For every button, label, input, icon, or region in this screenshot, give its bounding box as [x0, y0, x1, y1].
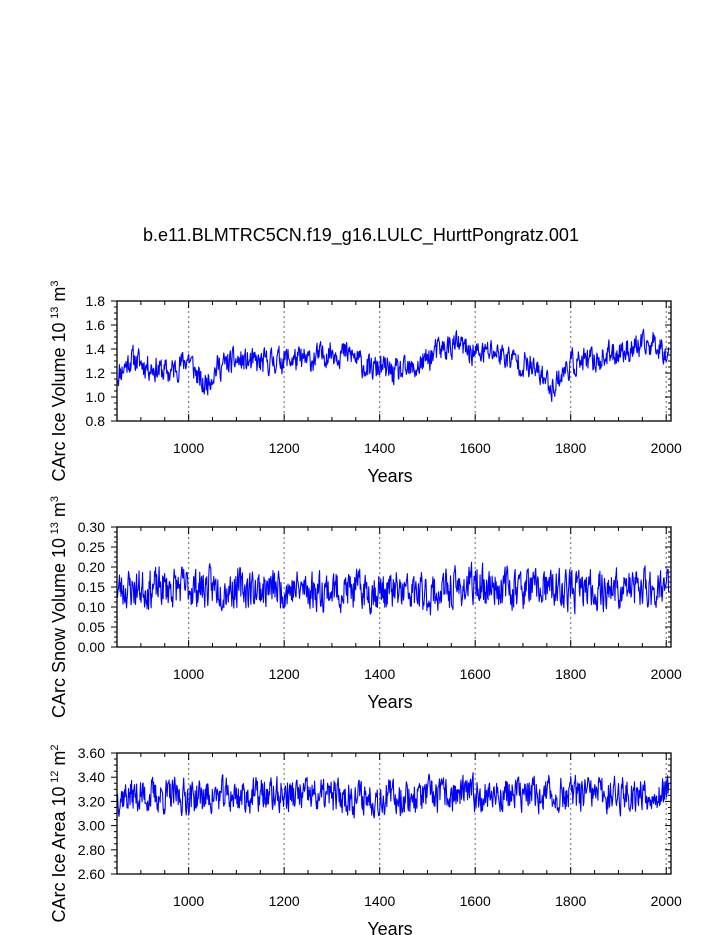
x-tick-label: 1600: [460, 440, 491, 456]
panel-2: 1000 1200 1400 1600 1800 2000 0.00 0.05 0.10 0.15…: [49, 496, 682, 718]
x-tick-label: 1800: [555, 666, 586, 682]
y-tick-label: 0.05: [78, 619, 105, 635]
y-tick-label: 1.4: [86, 341, 106, 357]
x-tick-label: 1200: [269, 893, 300, 909]
series-line-2: [116, 561, 670, 616]
y-axis-label: CArc Ice Volume 10 13 m3: [49, 280, 69, 481]
x-tick-label: 1800: [555, 893, 586, 909]
y-tick-label: 3.20: [78, 793, 105, 809]
x-tick-label: 1400: [364, 440, 395, 456]
y-tick-label: 1.0: [86, 389, 106, 405]
y-tick-label: 3.60: [78, 745, 105, 761]
x-tick-label: 2000: [651, 893, 682, 909]
x-tick-label: 1000: [173, 440, 204, 456]
y-tick-label: 0.25: [78, 539, 105, 555]
x-axis-label: Years: [367, 692, 412, 712]
panel-3: 1000 1200 1400 1600 1800 2000 2.60 2.80 3.00 3.20…: [49, 744, 682, 935]
chart-title: b.e11.BLMTRC5CN.f19_g16.LULC_HurttPongra…: [143, 225, 579, 246]
x-axis-label: Years: [367, 919, 412, 935]
y-tick-label: 1.8: [86, 293, 106, 309]
y-axis-label: CArc Snow Volume 10 13 m3: [49, 496, 69, 718]
y-tick-label: 0.8: [86, 413, 106, 429]
y-tick-label: 0.30: [78, 519, 105, 535]
x-tick-label: 2000: [651, 440, 682, 456]
y-tick-label: 2.60: [78, 866, 105, 882]
x-axis-label: Years: [367, 466, 412, 486]
series-line-3: [116, 772, 670, 819]
y-tick-label: 1.2: [86, 365, 106, 381]
x-tick-label: 1600: [460, 893, 491, 909]
y-tick-label: 0.00: [78, 639, 105, 655]
x-tick-label: 1200: [269, 440, 300, 456]
x-tick-label: 1400: [364, 893, 395, 909]
y-tick-label: 3.40: [78, 769, 105, 785]
x-tick-label: 1000: [173, 893, 204, 909]
x-tick-label: 1200: [269, 666, 300, 682]
x-tick-label: 1800: [555, 440, 586, 456]
series-line-1: [116, 328, 670, 402]
y-axis-label: CArc Ice Area 10 12 m2: [49, 744, 69, 922]
y-tick-label: 1.6: [86, 317, 106, 333]
y-tick-label: 0.10: [78, 599, 105, 615]
x-tick-label: 1000: [173, 666, 204, 682]
plot-frame: [116, 752, 672, 875]
panel-1: 1000 1200 1400 1600 1800 2000 0.8 1.0 1.2 1.4 1.6 1…: [49, 280, 682, 486]
y-tick-label: 0.15: [78, 579, 105, 595]
y-tick-label: 3.00: [78, 818, 105, 834]
y-tick-label: 0.20: [78, 559, 105, 575]
x-tick-label: 1400: [364, 666, 395, 682]
x-tick-label: 2000: [651, 666, 682, 682]
y-tick-label: 2.80: [78, 842, 105, 858]
x-tick-label: 1600: [460, 666, 491, 682]
